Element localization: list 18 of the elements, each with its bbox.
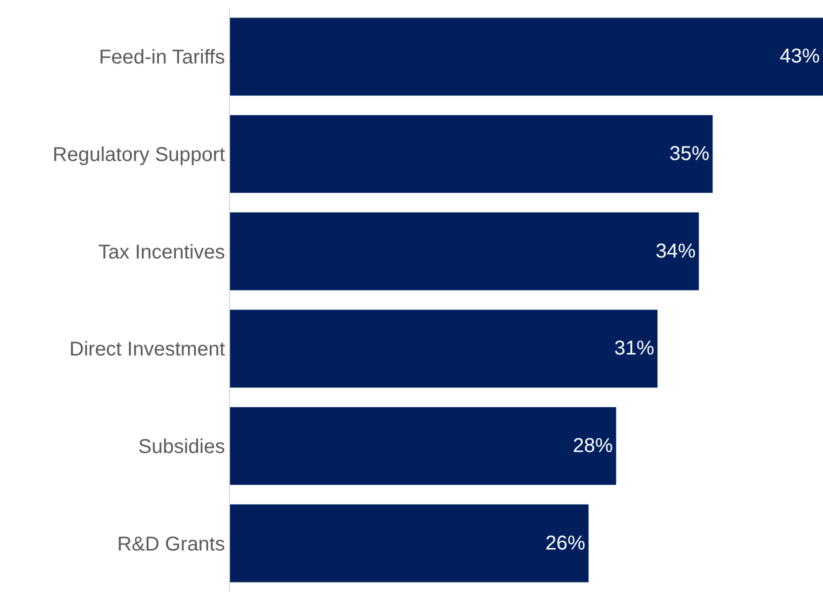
data-label: 26%: [545, 532, 586, 554]
bar: [230, 212, 699, 290]
data-label: 43%: [780, 46, 820, 68]
bar: [230, 18, 823, 96]
y-tick-label: Direct Investment: [69, 338, 226, 361]
data-label: 34%: [656, 240, 696, 262]
bar: [230, 115, 713, 193]
y-tick-label: Regulatory Support: [52, 144, 226, 166]
data-label: 35%: [669, 143, 710, 165]
y-tick-label: R&D Grants: [117, 533, 225, 556]
bar: [230, 504, 589, 582]
y-tick-label: Tax Incentives: [98, 241, 225, 264]
data-label: 31%: [614, 338, 655, 360]
y-tick-label: Subsidies: [138, 436, 225, 458]
bar: [230, 407, 616, 485]
bar: [230, 310, 658, 388]
y-tick-label: Feed-in Tariffs: [99, 46, 225, 69]
data-label: 28%: [572, 435, 614, 457]
